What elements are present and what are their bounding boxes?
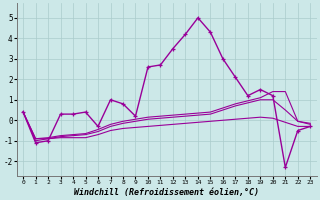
X-axis label: Windchill (Refroidissement éolien,°C): Windchill (Refroidissement éolien,°C) bbox=[74, 188, 259, 197]
